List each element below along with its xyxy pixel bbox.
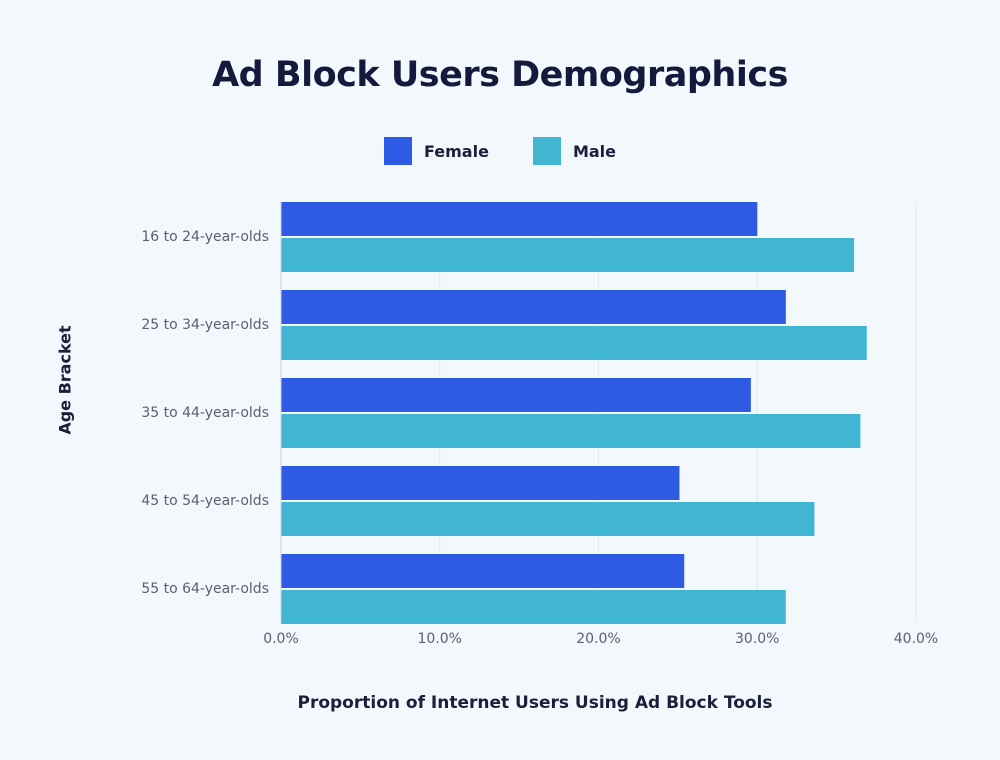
legend: Female Male bbox=[0, 137, 1000, 165]
bar-male bbox=[281, 502, 815, 536]
x-tick-label: 0.0% bbox=[263, 631, 299, 647]
x-axis-label: Proportion of Internet Users Using Ad Bl… bbox=[297, 693, 773, 713]
bar-male bbox=[281, 414, 861, 448]
legend-label-male: Male bbox=[572, 141, 616, 161]
legend-swatch-female bbox=[384, 137, 412, 165]
y-tick-label: 25 to 34-year-olds bbox=[141, 317, 269, 333]
bar-female bbox=[281, 378, 751, 412]
x-tick-label: 40.0% bbox=[894, 631, 938, 647]
x-tick-label: 10.0% bbox=[418, 631, 462, 647]
x-tick-label: 20.0% bbox=[576, 631, 620, 647]
y-tick-label: 16 to 24-year-olds bbox=[141, 229, 269, 245]
bar-female bbox=[281, 202, 758, 236]
y-tick-label: 55 to 64-year-olds bbox=[141, 581, 269, 597]
legend-swatch-male bbox=[532, 137, 561, 165]
legend-item-female: Female bbox=[384, 137, 489, 165]
bar-female bbox=[281, 466, 680, 500]
bar-male bbox=[281, 326, 867, 360]
bar-male bbox=[281, 238, 855, 272]
legend-label-female: Female bbox=[424, 141, 489, 161]
bar-male bbox=[281, 590, 786, 624]
bar-female bbox=[281, 554, 685, 588]
chart-title: Ad Block Users Demographics bbox=[212, 55, 788, 95]
y-tick-label: 45 to 54-year-olds bbox=[141, 493, 269, 509]
legend-item-male: Male bbox=[532, 137, 616, 165]
bar-female bbox=[281, 290, 786, 324]
y-tick-label: 35 to 44-year-olds bbox=[141, 405, 269, 421]
x-tick-label: 30.0% bbox=[735, 631, 779, 647]
